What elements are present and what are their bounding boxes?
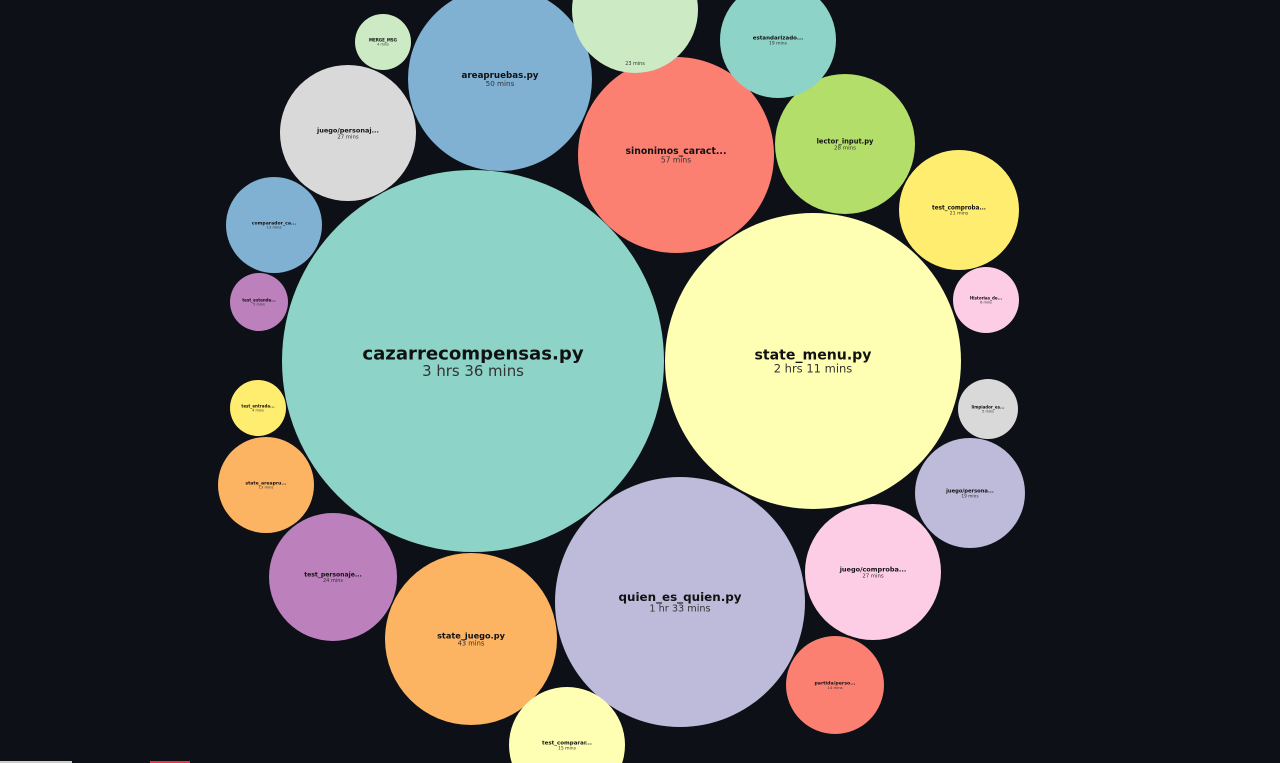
- bubble-circle[interactable]: [280, 65, 416, 201]
- bubble-estandarizado[interactable]: estandarizado...19 mins: [720, 0, 836, 98]
- bubble-time-label: 2 hrs 11 mins: [774, 362, 853, 376]
- bubble-circle[interactable]: [555, 477, 805, 727]
- bottom-bar-right: [150, 761, 190, 763]
- bubble-time-label: 1 hr 33 mins: [649, 604, 710, 615]
- bubble-time-label: 23 mins: [625, 61, 645, 67]
- bubble-test-comparar[interactable]: test_comparar...15 mins: [509, 687, 625, 763]
- bubble-label: state_areapru...: [245, 481, 287, 487]
- bubble-test-entrada[interactable]: test_entrada...4 mins: [230, 380, 286, 436]
- bubble-circle[interactable]: [578, 57, 774, 253]
- bubble-comparador-ca[interactable]: comparador_ca...13 mins: [226, 177, 322, 273]
- bubble-circle[interactable]: [218, 437, 314, 533]
- bubble-juego-persona[interactable]: juego/persona...19 mins: [915, 438, 1025, 548]
- bubble-circle[interactable]: [899, 150, 1019, 270]
- bubble-time-label: 14 mins: [827, 685, 842, 690]
- bubble-label: lector_input.py: [817, 137, 874, 145]
- bubble-time-label: 27 mins: [337, 134, 358, 140]
- bubble-label: Historias_de...: [970, 296, 1003, 301]
- bubble-time-label: 43 mins: [458, 640, 485, 648]
- bubble-circle[interactable]: [665, 213, 961, 509]
- bubble-time-label: 5 mins: [982, 409, 994, 413]
- bubble-label: estandarizado...: [753, 36, 803, 42]
- bubble-circle[interactable]: [230, 380, 286, 436]
- bubble-circle[interactable]: [230, 273, 288, 331]
- bubble-unnamed[interactable]: 23 mins: [572, 0, 698, 73]
- bubble-circle[interactable]: [282, 170, 664, 552]
- bubble-limpiador-es[interactable]: limpiador_es...5 mins: [958, 379, 1018, 439]
- bubble-label: test_comproba...: [932, 205, 986, 211]
- bubble-circle[interactable]: [509, 687, 625, 763]
- bubble-label: juego/comproba...: [839, 565, 907, 573]
- bubble-time-label: 5 mins: [253, 302, 265, 306]
- bubble-label: sinonimos_caract...: [626, 146, 727, 157]
- bubble-label: state_juego.py: [437, 630, 506, 640]
- bubble-circle[interactable]: [775, 74, 915, 214]
- bubble-time-label: 6 mins: [980, 300, 992, 304]
- bubble-label: juego/persona...: [945, 489, 994, 495]
- bubble-cazarrecompensas-py[interactable]: cazarrecompensas.py3 hrs 36 mins: [282, 170, 664, 552]
- bubble-label: MERGE_MSG: [369, 38, 397, 43]
- bubble-time-label: 13 mins: [259, 486, 274, 490]
- bubble-state-menu-py[interactable]: state_menu.py2 hrs 11 mins: [665, 213, 961, 509]
- bubble-circle[interactable]: [915, 438, 1025, 548]
- bubble-time-label: 27 mins: [862, 573, 883, 579]
- bubble-circle[interactable]: [958, 379, 1018, 439]
- bubble-label: quien_es_quien.py: [619, 590, 742, 605]
- bubble-state-areapru[interactable]: state_areapru...13 mins: [218, 437, 314, 533]
- bubble-time-label: 19 mins: [961, 493, 979, 499]
- bubble-time-label: 50 mins: [486, 79, 515, 88]
- bubble-sinonimos-caract[interactable]: sinonimos_caract...57 mins: [578, 57, 774, 253]
- bubble-label: cazarrecompensas.py: [362, 343, 583, 364]
- bubble-label: juego/personaj...: [316, 126, 379, 134]
- bubble-time-label: 4 mins: [252, 408, 264, 412]
- bubble-circle[interactable]: [226, 177, 322, 273]
- bubble-time-label: 3 hrs 36 mins: [422, 362, 524, 380]
- bubble-label: test_comparar...: [542, 741, 592, 747]
- bubble-time-label: 4 mins: [377, 42, 389, 46]
- bubble-circle[interactable]: [385, 553, 557, 725]
- bottom-bar-left: [0, 761, 72, 763]
- bubble-circle[interactable]: [572, 0, 698, 73]
- bubble-partida-perso[interactable]: partida/perso...14 mins: [786, 636, 884, 734]
- bubble-label: limpiador_es...: [971, 405, 1005, 410]
- bubble-test-estanda[interactable]: test_estanda...5 mins: [230, 273, 288, 331]
- bubble-time-label: 19 mins: [769, 41, 788, 47]
- bubble-test-personaje[interactable]: test_personaje...24 mins: [269, 513, 397, 641]
- bubble-label: test_personaje...: [304, 571, 362, 578]
- bubble-circle[interactable]: [408, 0, 592, 171]
- bubble-circle[interactable]: [720, 0, 836, 98]
- bubble-circle[interactable]: [355, 14, 411, 70]
- bubble-time-label: 57 mins: [661, 156, 691, 165]
- bubble-label: partida/perso...: [814, 681, 855, 687]
- bubble-time-label: 13 mins: [267, 226, 282, 230]
- bubble-circle[interactable]: [786, 636, 884, 734]
- bubble-label: areapruebas.py: [462, 71, 539, 81]
- bubble-test-comproba[interactable]: test_comproba...21 mins: [899, 150, 1019, 270]
- bubble-time-label: 28 mins: [834, 145, 856, 151]
- bubble-label: test_estanda...: [242, 298, 276, 303]
- bubble-circle[interactable]: [269, 513, 397, 641]
- bubble-historias-de[interactable]: Historias_de...6 mins: [953, 267, 1019, 333]
- bubble-juego-personaj[interactable]: juego/personaj...27 mins: [280, 65, 416, 201]
- bubble-time-label: 21 mins: [950, 211, 969, 217]
- bubble-time-label: 15 mins: [558, 746, 577, 752]
- bubble-circle[interactable]: [805, 504, 941, 640]
- bubble-time-label: 24 mins: [323, 578, 343, 584]
- bubble-juego-comproba[interactable]: juego/comproba...27 mins: [805, 504, 941, 640]
- bubble-quien-es-quien-py[interactable]: quien_es_quien.py1 hr 33 mins: [555, 477, 805, 727]
- bubble-label: test_entrada...: [241, 404, 275, 409]
- bubble-circle[interactable]: [953, 267, 1019, 333]
- bubble-label: comparador_ca...: [252, 221, 297, 227]
- bubble-label: state_menu.py: [755, 348, 872, 364]
